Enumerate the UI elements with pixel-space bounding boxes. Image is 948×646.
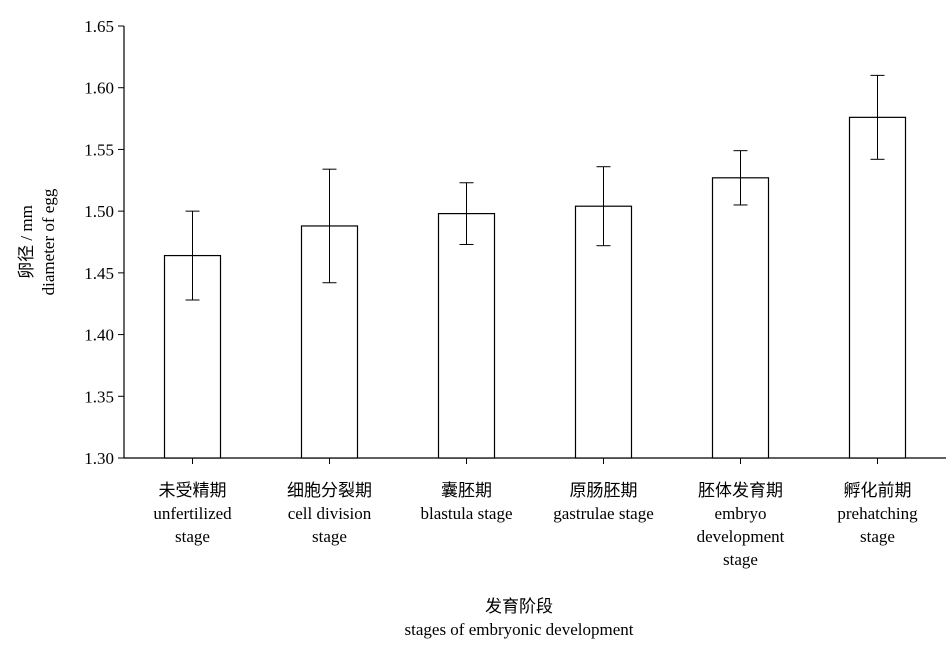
x-category-label: development: [697, 527, 785, 546]
x-category-label: stage: [723, 550, 758, 569]
error-bars: [185, 74, 885, 301]
x-axis-title: 发育阶段 stages of embryonic development: [405, 597, 634, 639]
x-category-label: 未受精期: [159, 481, 227, 500]
bars: [163, 116, 907, 459]
y-tick-label: 1.50: [84, 202, 114, 221]
x-category-label: stage: [312, 527, 347, 546]
x-category-labels: 未受精期 unfertilized stage 细胞分裂期 cell division s…: [153, 458, 918, 569]
x-category-label: 细胞分裂期: [287, 481, 372, 500]
x-category-label: cell division: [288, 504, 372, 523]
x-category-label: prehatching: [837, 504, 918, 523]
bar: [574, 205, 633, 459]
x-category-label: embryo: [715, 504, 767, 523]
y-tick-label: 1.60: [84, 79, 114, 98]
y-tick-label: 1.35: [84, 387, 114, 406]
y-tick-label: 1.45: [84, 264, 114, 283]
x-category-label: 囊胚期: [441, 481, 492, 500]
y-ticks: 1.30 1.35 1.40 1.45 1.50 1.55 1.60 1.65: [84, 17, 124, 468]
bar: [848, 116, 907, 459]
x-category-label: stage: [860, 527, 895, 546]
y-tick-label: 1.55: [84, 140, 114, 159]
x-category-label: 胚体发育期: [698, 481, 783, 500]
x-category-label: stage: [175, 527, 210, 546]
x-category-label: unfertilized: [153, 504, 232, 523]
x-category-label: 原肠胚期: [570, 481, 638, 500]
x-category-label: gastrulae stage: [553, 504, 654, 523]
x-category-label: 孵化前期: [844, 481, 912, 500]
bar: [711, 177, 770, 459]
x-axis-title-line: stages of embryonic development: [405, 620, 634, 639]
y-axis-title-line: diameter of egg: [39, 188, 58, 295]
y-axis-title-line: 卵径 / mm: [17, 205, 36, 279]
bar: [437, 213, 496, 459]
y-tick-label: 1.65: [84, 17, 114, 36]
y-axis-title: 卵径 / mm diameter of egg: [17, 188, 58, 295]
x-category-label: blastula stage: [420, 504, 512, 523]
y-tick-label: 1.30: [84, 449, 114, 468]
y-tick-label: 1.40: [84, 326, 114, 345]
x-axis-title-line: 发育阶段: [485, 597, 553, 616]
axes: [123, 26, 946, 459]
